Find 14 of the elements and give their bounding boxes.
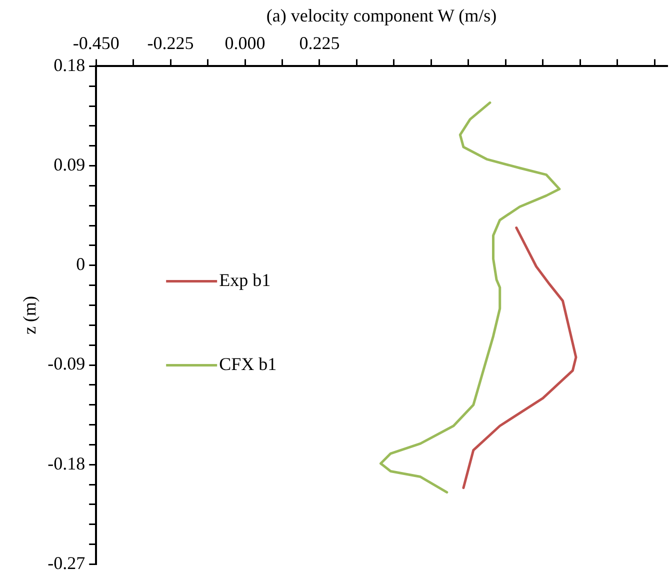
y-tick-label: 0.09 [54, 154, 86, 175]
y-tick-label: 0 [76, 254, 86, 274]
x-tick-label: -0.225 [147, 33, 194, 54]
y-tick-label: 0.18 [54, 54, 86, 75]
x-tick-label: 0.000 [224, 33, 266, 54]
y-tick-label: -0.27 [48, 552, 86, 573]
x-axis-title: (a) velocity component W (m/s) [266, 6, 497, 26]
y-tick-label: -0.09 [48, 354, 86, 374]
x-tick-label: -0.450 [72, 33, 120, 54]
x-tick-label: 0.225 [299, 33, 340, 54]
y-axis-title: z (m) [20, 296, 40, 334]
y-tick-label: -0.18 [48, 453, 86, 474]
legend-label: CFX b1 [219, 354, 277, 374]
legend-label: Exp b1 [219, 270, 271, 290]
